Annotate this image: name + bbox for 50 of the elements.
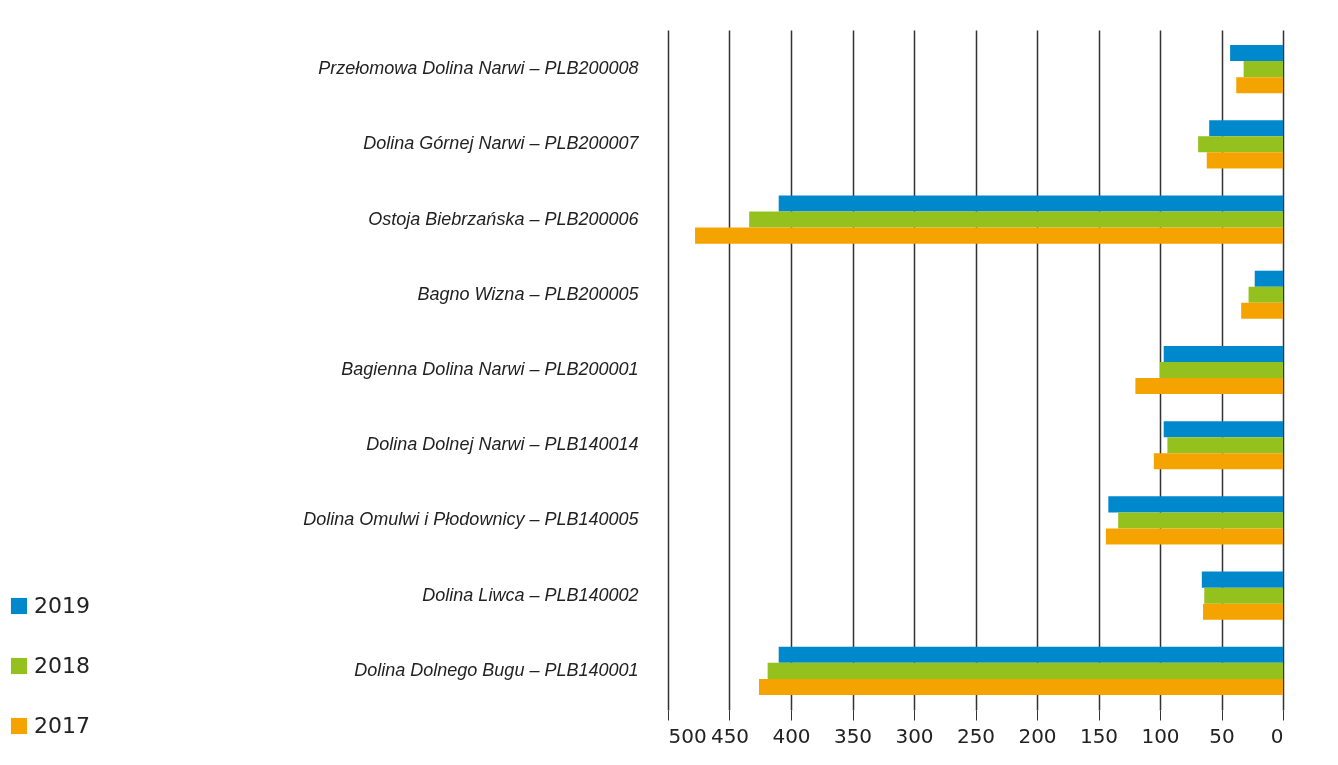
bar	[1201, 571, 1283, 588]
legend-label: 2019	[34, 593, 90, 618]
y-tick-label: Przełomowa Dolina Narwi – PLB200008	[318, 58, 639, 79]
bar	[1135, 378, 1283, 395]
bar	[1198, 136, 1283, 153]
y-tick-label: Bagno Wizna – PLB200005	[417, 283, 640, 304]
bar	[1204, 587, 1283, 604]
y-tick-label: Dolina Liwca – PLB140002	[422, 584, 639, 605]
bar	[1105, 528, 1283, 545]
y-tick-label: Dolina Dolnej Narwi – PLB140014	[366, 434, 639, 455]
x-tick-label: 300	[895, 723, 934, 748]
bar	[1203, 603, 1283, 620]
bar	[1160, 361, 1283, 379]
bar	[1153, 453, 1283, 470]
bar	[1241, 302, 1283, 319]
bar	[1167, 437, 1283, 454]
y-tick-label: Dolina Górnej Narwi – PLB200007	[363, 133, 640, 154]
x-tick-label: 250	[956, 723, 996, 748]
bar	[1236, 77, 1283, 94]
y-tick-label: Bagienna Dolina Narwi – PLB200001	[341, 359, 639, 379]
x-tick-label: 200	[1018, 723, 1057, 748]
bar	[759, 678, 1283, 695]
bar	[1230, 45, 1283, 62]
bar	[1248, 286, 1283, 303]
x-tick-label: 500	[668, 723, 707, 748]
x-tick-label: 100	[1141, 723, 1180, 748]
bar	[1163, 421, 1283, 438]
x-tick-label: 50	[1209, 723, 1235, 748]
bar	[1163, 345, 1283, 362]
legend-label: 2018	[34, 653, 90, 678]
bar	[1254, 270, 1283, 287]
bar	[749, 211, 1283, 228]
bar	[695, 227, 1283, 244]
bar	[767, 662, 1283, 679]
bar	[778, 195, 1283, 212]
bar	[1118, 512, 1283, 529]
y-tick-label: Dolina Omulwi i Płodownicy – PLB140005	[303, 509, 640, 530]
x-tick-label: 0	[1270, 723, 1284, 748]
bar	[1108, 496, 1283, 513]
bar	[1209, 120, 1283, 137]
x-tick-label: 150	[1079, 723, 1119, 748]
y-tick-label: Dolina Dolnego Bugu – PLB140001	[354, 659, 639, 680]
y-tick-label: Ostoja Biebrzańska – PLB200006	[368, 208, 640, 229]
x-tick-label: 450	[710, 723, 750, 748]
bar	[1243, 61, 1283, 78]
x-tick-label: 400	[772, 723, 811, 748]
bar	[1206, 152, 1283, 169]
legend-label: 2017	[34, 713, 90, 738]
bar	[778, 646, 1283, 663]
x-tick-label: 350	[833, 723, 873, 748]
